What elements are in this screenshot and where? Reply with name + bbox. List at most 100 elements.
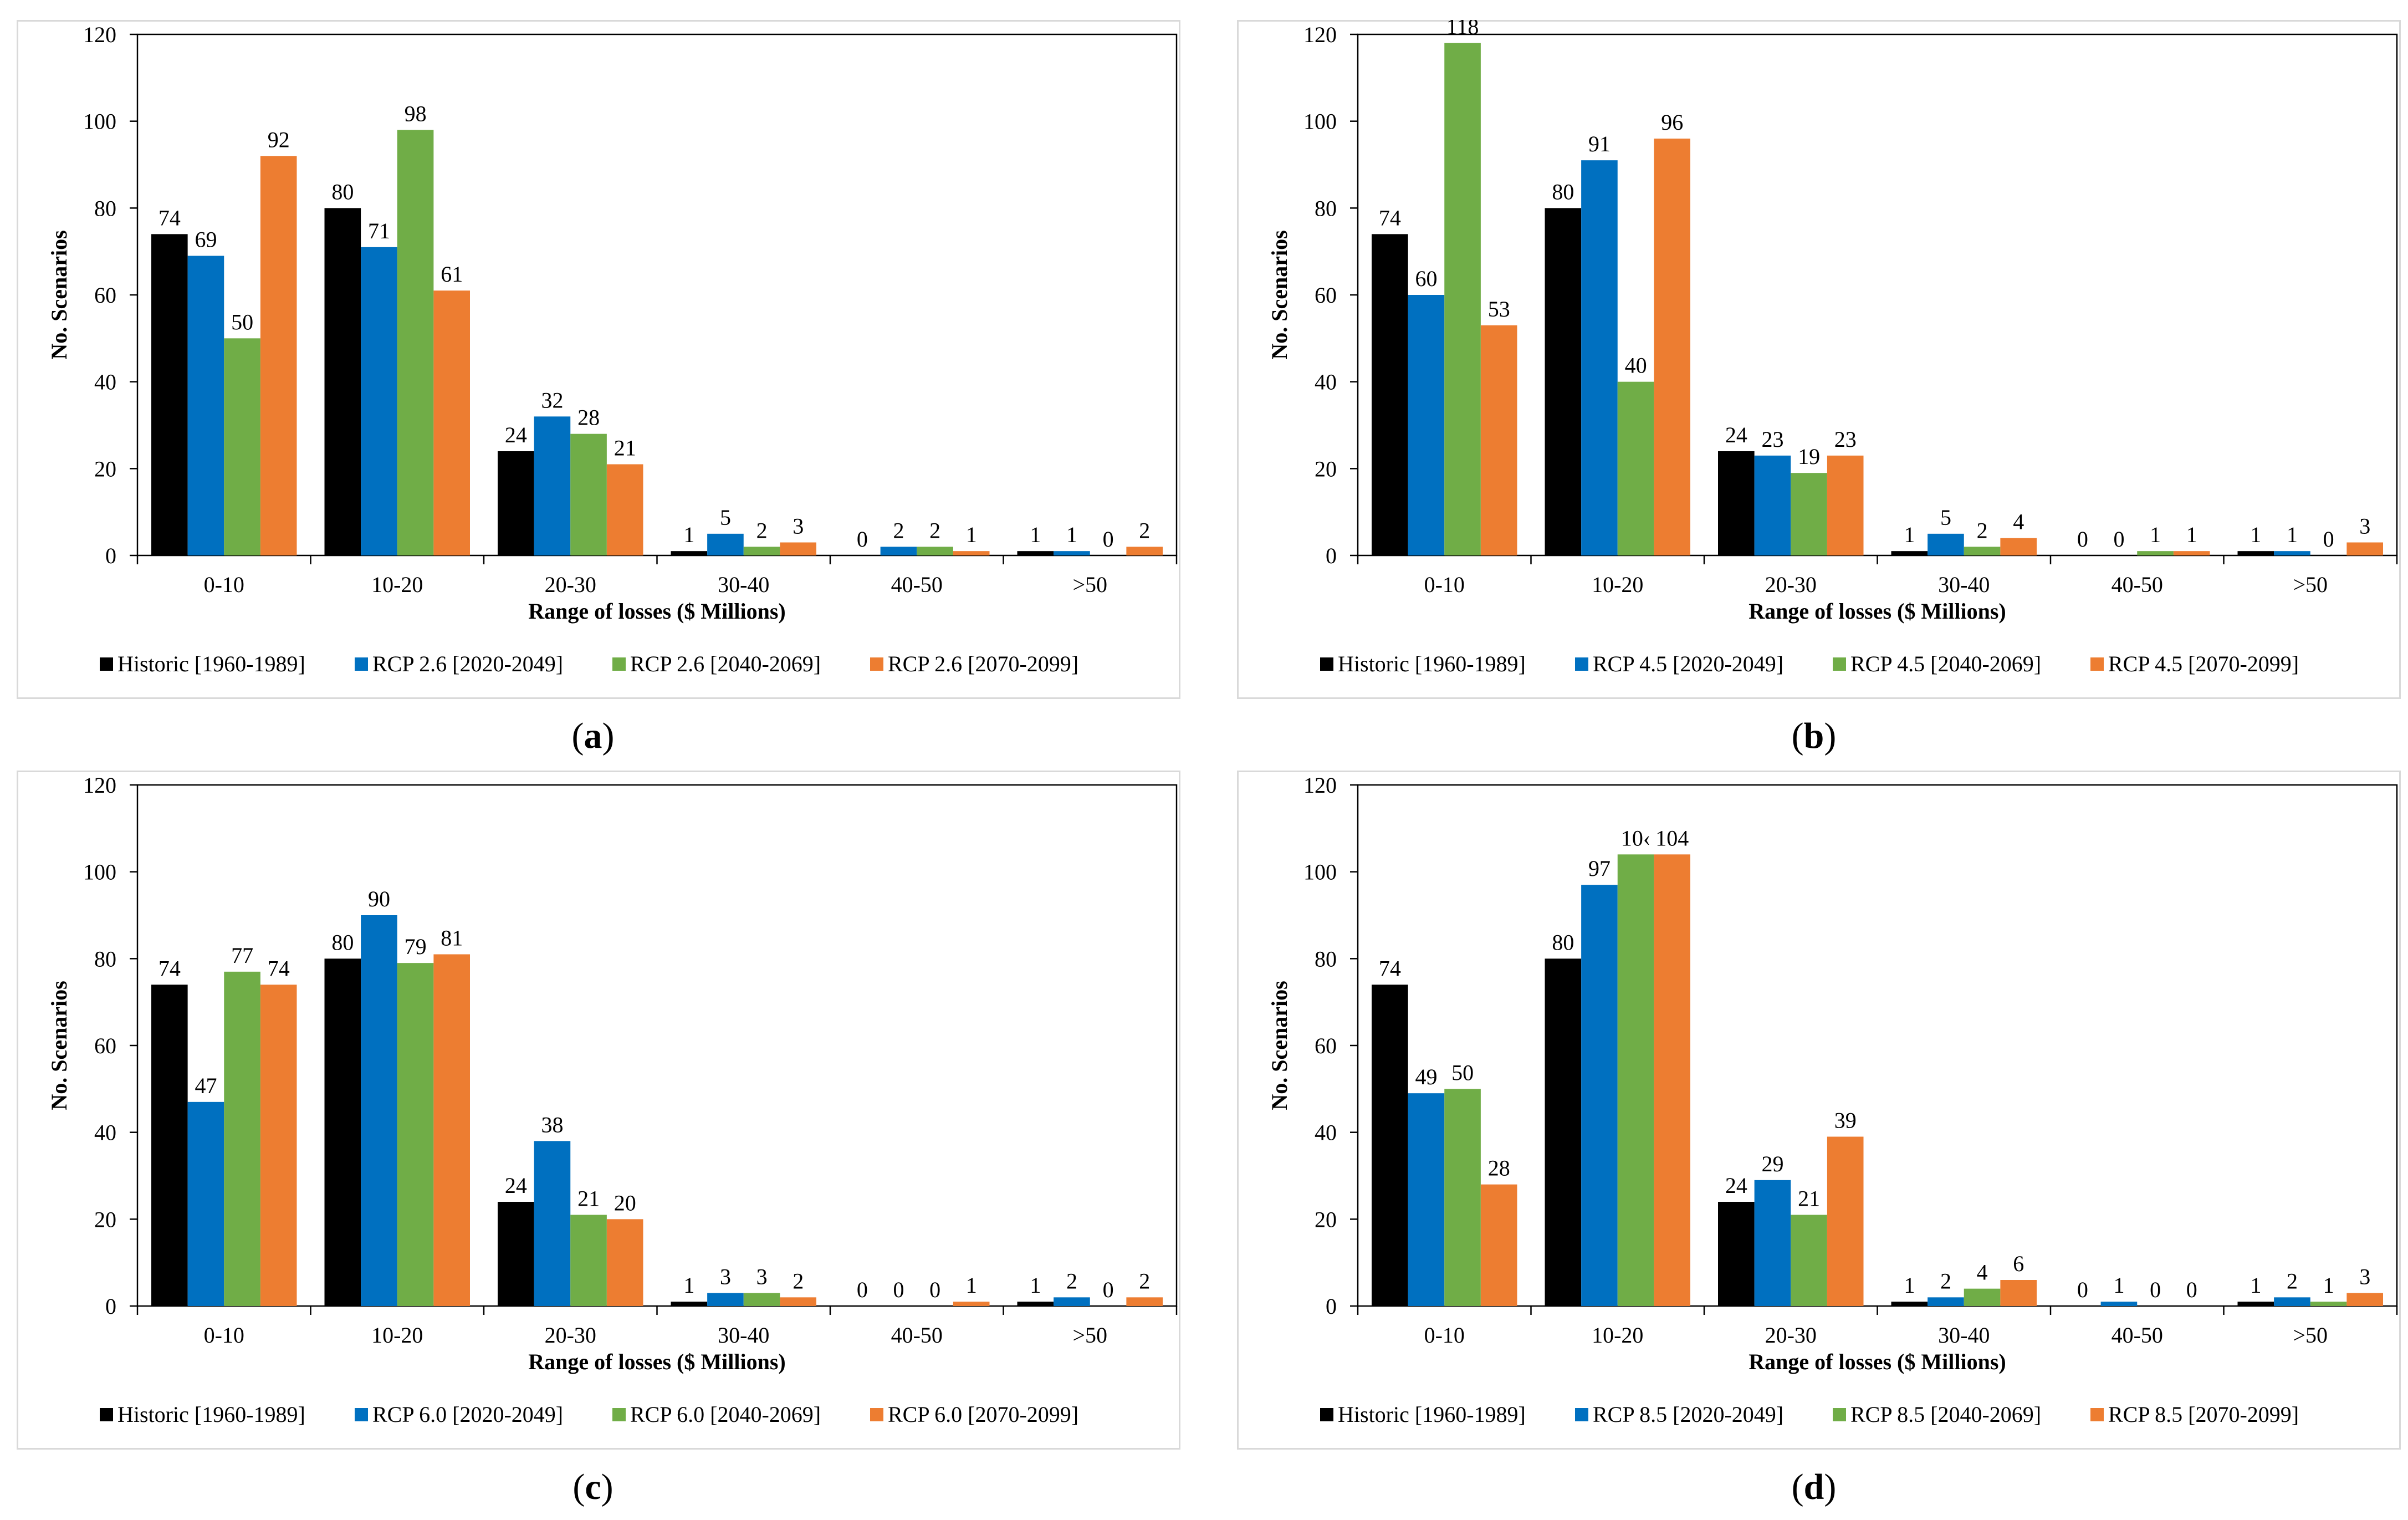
data-label: 2 bbox=[1940, 1268, 1951, 1293]
data-label: 50 bbox=[1451, 1060, 1474, 1085]
data-label: 1 bbox=[2287, 522, 2298, 547]
data-label: 2 bbox=[1139, 518, 1150, 543]
legend-swatch bbox=[870, 1408, 883, 1421]
data-label: 24 bbox=[1725, 422, 1747, 447]
data-label: 77 bbox=[231, 943, 253, 968]
data-label: 3 bbox=[2359, 514, 2370, 539]
data-label: 71 bbox=[368, 218, 390, 243]
y-tick-label: 120 bbox=[83, 773, 116, 798]
bar bbox=[2000, 1280, 2037, 1306]
bar bbox=[1928, 1297, 1964, 1306]
legend-swatch bbox=[2090, 657, 2104, 671]
data-label: 24 bbox=[1725, 1173, 1747, 1198]
data-label: 0 bbox=[2077, 1277, 2088, 1302]
data-label: 96 bbox=[1661, 110, 1683, 135]
x-axis-title: Range of losses ($ Millions) bbox=[1749, 1349, 2006, 1374]
bar bbox=[397, 130, 434, 556]
data-label: 1 bbox=[2250, 522, 2261, 547]
x-tick-label: 40-50 bbox=[2112, 1323, 2163, 1348]
bar bbox=[1827, 1136, 1864, 1306]
bar bbox=[671, 1302, 708, 1306]
bar bbox=[1054, 1297, 1090, 1306]
legend-label: RCP 6.0 [2040-2069] bbox=[630, 1402, 821, 1427]
bar bbox=[917, 547, 953, 555]
legend-swatch bbox=[612, 1408, 626, 1421]
y-tick-label: 40 bbox=[94, 370, 116, 395]
bar bbox=[498, 1202, 534, 1306]
chart-panel-c: 0 20 40 60 80 100 120 0-10 10-20 20-30 30-40 40-50 >… bbox=[17, 771, 1180, 1450]
bar bbox=[2237, 1302, 2274, 1306]
bar bbox=[953, 551, 990, 555]
data-label: 4 bbox=[2013, 509, 2024, 534]
data-label: 3 bbox=[720, 1264, 731, 1289]
data-label: 3 bbox=[2359, 1264, 2370, 1289]
data-label: 4 bbox=[1977, 1260, 1988, 1285]
data-label: 2 bbox=[929, 518, 940, 543]
bar bbox=[570, 433, 607, 555]
x-tick-label: 30-40 bbox=[1938, 572, 1990, 597]
bar bbox=[260, 156, 297, 555]
data-label: 6 bbox=[2013, 1251, 2024, 1276]
bar bbox=[2100, 1302, 2138, 1306]
x-tick-label: >50 bbox=[2293, 572, 2328, 597]
data-label: 21 bbox=[614, 436, 636, 461]
y-tick-label: 20 bbox=[1315, 456, 1337, 481]
legend-swatch bbox=[355, 657, 368, 671]
legend-label: RCP 4.5 [2070-2099] bbox=[2108, 651, 2299, 676]
data-label: 28 bbox=[577, 405, 600, 430]
x-tick-label: 0-10 bbox=[204, 1323, 244, 1348]
data-label: 20 bbox=[614, 1190, 636, 1215]
bar bbox=[1408, 295, 1445, 555]
data-label: 2 bbox=[793, 1268, 804, 1293]
bar bbox=[361, 915, 397, 1306]
y-tick-label: 0 bbox=[105, 1294, 116, 1319]
bar bbox=[324, 208, 361, 555]
data-label: 0 bbox=[2323, 527, 2334, 552]
bar bbox=[606, 1219, 643, 1306]
bar bbox=[2173, 551, 2210, 555]
x-axis-title: Range of losses ($ Millions) bbox=[528, 599, 785, 624]
data-label: 104 bbox=[1655, 825, 1689, 850]
data-label: 1 bbox=[966, 1273, 977, 1298]
bar bbox=[707, 1293, 744, 1306]
bar bbox=[1581, 885, 1618, 1306]
data-label: 19 bbox=[1798, 444, 1820, 469]
data-label: 38 bbox=[541, 1112, 563, 1137]
legend-swatch bbox=[1833, 1408, 1846, 1421]
bar bbox=[187, 1101, 224, 1306]
y-tick-label: 60 bbox=[1315, 283, 1337, 308]
bar bbox=[534, 1141, 571, 1306]
y-axis-title: No. Scenarios bbox=[1267, 981, 1292, 1110]
x-tick-label: >50 bbox=[2293, 1323, 2328, 1348]
data-label: 81 bbox=[441, 926, 463, 951]
bar bbox=[707, 533, 744, 555]
data-label: 1 bbox=[2323, 1273, 2334, 1298]
bar bbox=[743, 1293, 780, 1306]
data-label: 74 bbox=[1379, 205, 1401, 230]
y-tick-label: 80 bbox=[94, 196, 116, 221]
x-tick-label: 10-20 bbox=[371, 1323, 423, 1348]
legend-label: RCP 6.0 [2070-2099] bbox=[888, 1402, 1078, 1427]
bar bbox=[1891, 1302, 1928, 1306]
bar bbox=[224, 338, 260, 555]
bar bbox=[433, 954, 470, 1306]
data-label: 28 bbox=[1488, 1156, 1510, 1181]
data-label: 1 bbox=[1066, 522, 1077, 547]
bar bbox=[1444, 1089, 1481, 1306]
x-tick-label: 10-20 bbox=[371, 572, 423, 597]
bar bbox=[1964, 547, 2001, 555]
legend-label: Historic [1960-1989] bbox=[1338, 651, 1526, 676]
data-label: 2 bbox=[2287, 1268, 2298, 1293]
data-label: 74 bbox=[268, 956, 290, 981]
bar bbox=[1480, 325, 1517, 555]
data-label: 32 bbox=[541, 387, 563, 412]
data-label: 0 bbox=[1103, 1277, 1114, 1302]
data-label: 80 bbox=[1552, 179, 1574, 204]
data-label: 1 bbox=[2113, 1273, 2124, 1298]
bar bbox=[570, 1215, 607, 1306]
data-label: 2 bbox=[1066, 1268, 1077, 1293]
x-axis-title: Range of losses ($ Millions) bbox=[528, 1349, 785, 1374]
y-tick-label: 120 bbox=[1303, 773, 1337, 798]
